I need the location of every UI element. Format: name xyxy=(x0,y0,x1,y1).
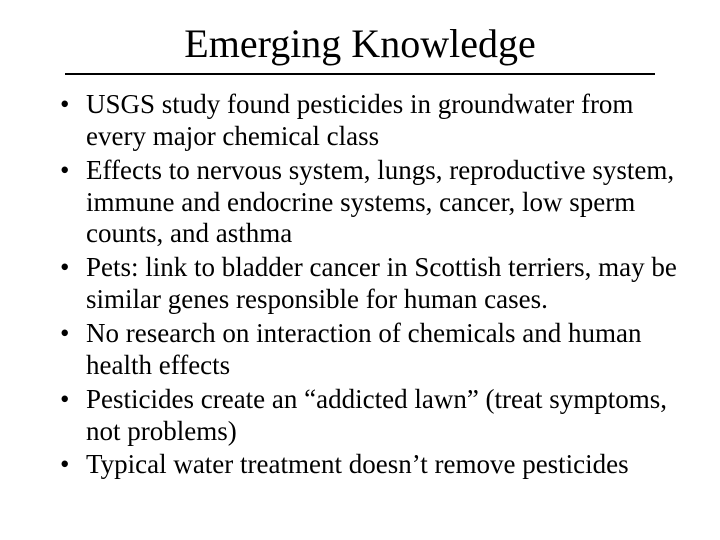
list-item: Typical water treatment doesn’t remove p… xyxy=(60,449,686,481)
list-item: Pesticides create an “addicted lawn” (tr… xyxy=(60,384,686,448)
slide: Emerging Knowledge USGS study found pest… xyxy=(0,0,720,540)
list-item: No research on interaction of chemicals … xyxy=(60,318,686,382)
list-item: USGS study found pesticides in groundwat… xyxy=(60,89,686,153)
slide-title: Emerging Knowledge xyxy=(65,20,655,75)
bullet-list: USGS study found pesticides in groundwat… xyxy=(30,89,690,481)
list-item: Effects to nervous system, lungs, reprod… xyxy=(60,155,686,251)
list-item: Pets: link to bladder cancer in Scottish… xyxy=(60,252,686,316)
